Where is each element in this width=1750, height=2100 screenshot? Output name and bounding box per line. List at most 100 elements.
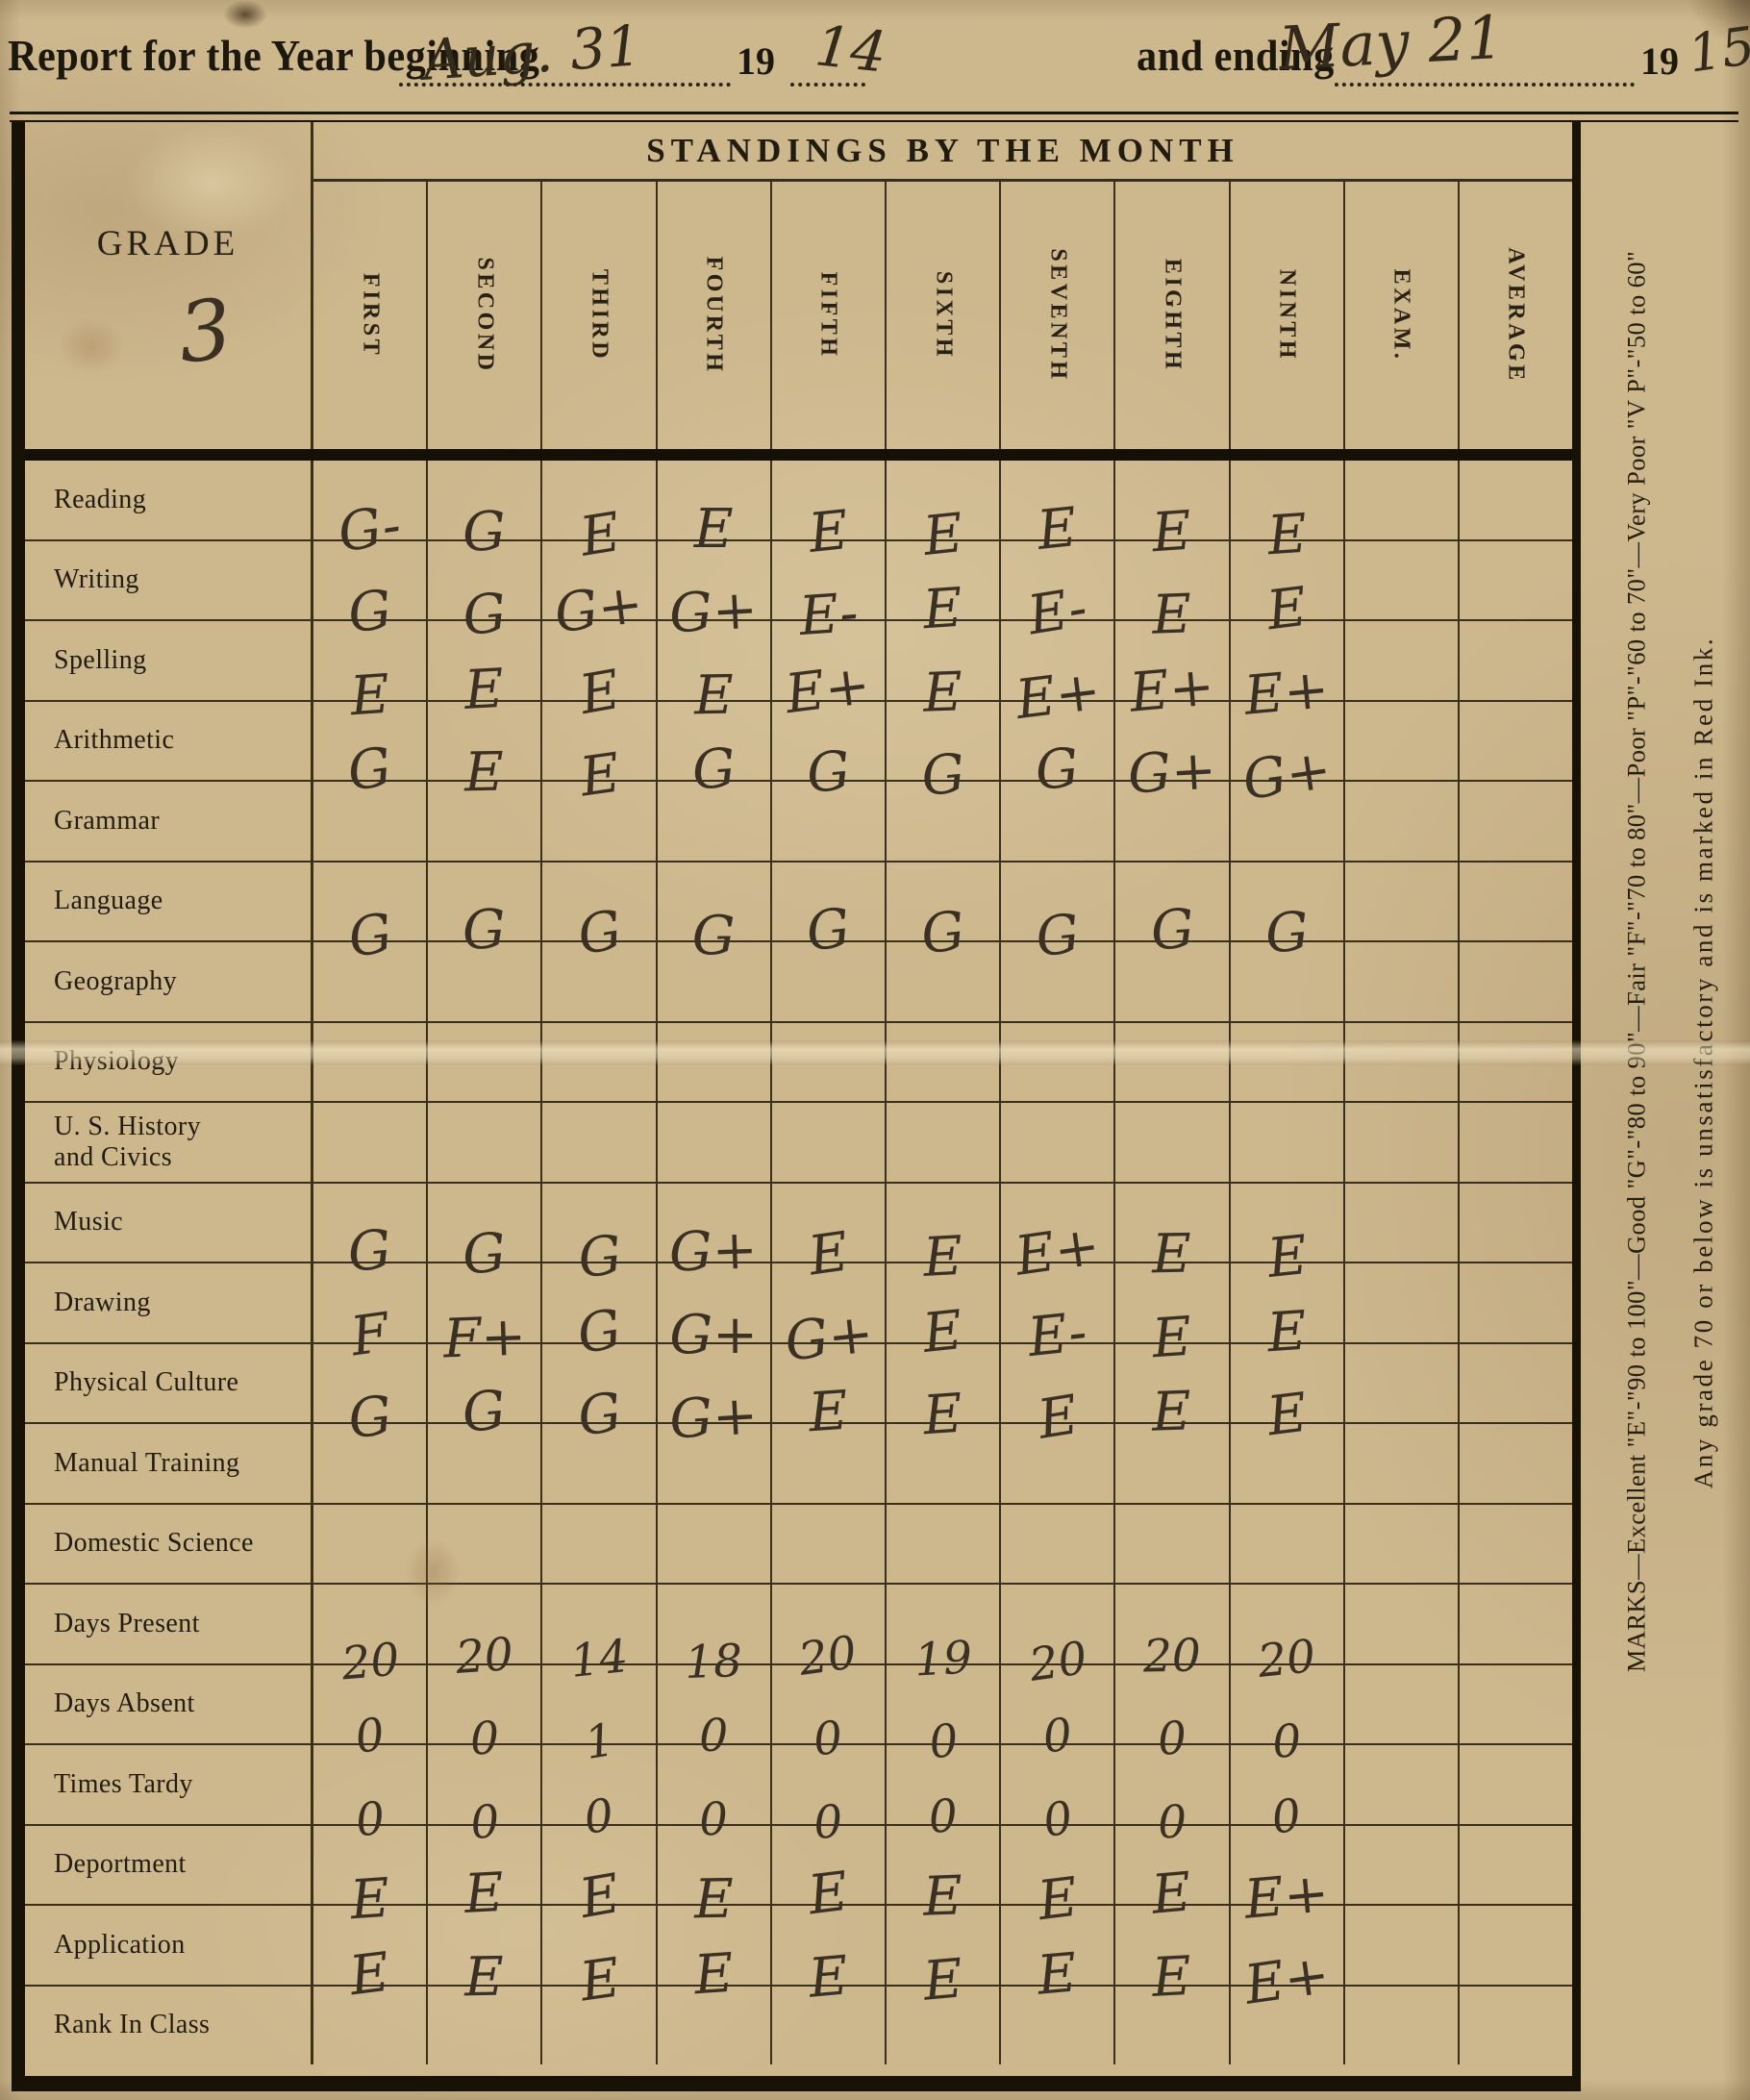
mark-cell	[1231, 1424, 1345, 1503]
row-label-text: Domestic Science	[54, 1528, 254, 1559]
mark-cell: 0	[1231, 1745, 1345, 1844]
table-row-spelling: Spelling E E E E E+ E E+ E+ E+	[25, 621, 1572, 732]
mark-cell: E	[887, 621, 1002, 725]
handwritten-mark: 0	[1157, 1795, 1188, 1850]
mark-cell	[658, 1986, 772, 2064]
handwritten-mark: 0	[811, 1711, 846, 1767]
mark-cell: 0	[658, 1745, 772, 1847]
column-header-ninth: NINTH	[1231, 182, 1345, 449]
mark-cell	[1460, 1344, 1572, 1423]
mark-cell: E	[1115, 1906, 1231, 2010]
handwritten-mark: 1	[581, 1713, 618, 1771]
mark-cell	[313, 1986, 429, 2064]
mark-cell: G	[1115, 862, 1231, 963]
handwritten-mark: 0	[1156, 1712, 1188, 1767]
handwritten-mark: E	[805, 1861, 852, 1928]
mark-cell: G+	[542, 540, 658, 646]
mark-cell: G	[1001, 862, 1116, 969]
handwritten-mark: E+	[782, 653, 874, 726]
handwritten-grade-value: 3	[174, 281, 238, 383]
handwritten-mark: E	[1263, 1224, 1311, 1291]
mark-cell	[428, 1504, 543, 1583]
mark-cell	[1345, 1263, 1460, 1342]
mark-cell: G	[887, 701, 1002, 809]
handwritten-mark: E+	[1240, 1942, 1334, 2017]
mark-cell: G-	[313, 461, 429, 564]
mark-cell: G	[1001, 701, 1116, 803]
handwritten-mark: 20	[795, 1625, 861, 1687]
handwritten-mark: 20	[453, 1627, 515, 1685]
mark-cell	[1460, 1826, 1572, 1905]
handwritten-mark: E	[693, 663, 735, 728]
marks-legend-vertical-text: MARKS—Excellent "E"-"90 to 100"—Good "G"…	[1621, 250, 1651, 1673]
mark-cell: 0	[887, 1745, 1002, 1844]
red-ink-note-vertical-text: Any grade 70 or below is unsatisfactory …	[1688, 636, 1718, 1489]
handwritten-mark: E	[922, 661, 964, 725]
mark-cell: E	[1115, 1343, 1231, 1444]
mark-cell: 20	[1231, 1585, 1345, 1688]
handwritten-mark: 19	[912, 1631, 973, 1688]
handwritten-mark: E+	[1241, 658, 1332, 728]
mark-cell: E+	[1231, 621, 1345, 728]
mark-cell	[1115, 782, 1231, 861]
mark-cell: G	[313, 1183, 429, 1285]
mark-cell	[428, 1424, 543, 1503]
handwritten-mark: E	[1151, 583, 1193, 648]
mark-cell	[1231, 1103, 1345, 1182]
handwritten-mark: E	[1034, 1384, 1083, 1453]
column-header-label: SIXTH	[931, 270, 957, 361]
handwritten-mark: E	[691, 1941, 736, 2008]
row-label: Drawing	[25, 1263, 313, 1342]
handwritten-mark: E	[806, 1944, 851, 2011]
handwritten-mark: G	[462, 500, 508, 564]
column-header-label: EXAM.	[1388, 268, 1414, 362]
mark-cell	[1115, 1424, 1231, 1503]
title-rule-outer	[10, 112, 1738, 114]
handwritten-mark: E	[806, 1379, 850, 1445]
handwritten-mark: E	[1150, 1944, 1194, 2010]
column-header-exam: EXAM.	[1345, 182, 1460, 449]
mark-cell	[313, 1103, 429, 1182]
mark-cell	[658, 942, 772, 1021]
mark-cell: 0	[428, 1664, 543, 1766]
handwritten-mark: G	[574, 1381, 625, 1449]
mark-cell: E	[1115, 461, 1231, 564]
mark-cell	[1345, 1986, 1460, 2064]
handwritten-mark: E+	[1241, 1862, 1332, 1933]
handwritten-mark: E	[693, 497, 734, 561]
mark-cell: 0	[428, 1745, 543, 1850]
mark-cell: E	[1115, 540, 1231, 647]
mark-cell	[542, 782, 658, 861]
mark-cell: E	[1001, 461, 1116, 562]
mark-cell	[1115, 942, 1231, 1021]
standings-table: GRADE 3 STANDINGS BY THE MONTH FIRST SECO…	[12, 122, 1581, 2091]
handwritten-mark: 18	[684, 1634, 744, 1689]
table-row-physical-culture: Physical Culture G G G G+ E E E E E	[25, 1343, 1572, 1452]
handwritten-mark: E	[463, 1945, 505, 2010]
row-label: Grammar	[25, 782, 313, 861]
row-label-text: Geography	[54, 965, 178, 996]
mark-cell: 0	[313, 1664, 429, 1764]
row-label-text: Drawing	[54, 1287, 151, 1317]
handwritten-mark: E	[1151, 1380, 1193, 1445]
mark-cell: 20	[313, 1585, 429, 1690]
mark-cell	[1345, 1183, 1460, 1262]
mark-cell	[313, 1424, 429, 1503]
row-label: Physiology	[25, 1022, 313, 1101]
handwritten-mark: E	[920, 576, 965, 642]
table-row-days-absent: Days Absent 0 0 1 0 0 0 0 0 0	[25, 1664, 1572, 1770]
mark-cell	[772, 1986, 887, 2064]
table-row-writing: Writing G G G+ G+ E- E E- E E	[25, 540, 1572, 648]
row-label: Arithmetic	[25, 701, 313, 780]
handwritten-mark: G	[345, 1385, 395, 1452]
mark-cell: 0	[1115, 1745, 1231, 1849]
handwritten-mark: G	[462, 898, 508, 963]
mark-cell: E	[887, 540, 1002, 642]
mark-cell	[887, 1986, 1002, 2064]
mark-cell	[658, 1424, 772, 1503]
handwritten-mark: 0	[1039, 1708, 1075, 1764]
mark-cell: G	[313, 701, 429, 804]
handwritten-mark: 0	[467, 1794, 502, 1851]
mark-cell	[542, 1103, 658, 1182]
table-row-geography: Geography	[25, 942, 1572, 1023]
